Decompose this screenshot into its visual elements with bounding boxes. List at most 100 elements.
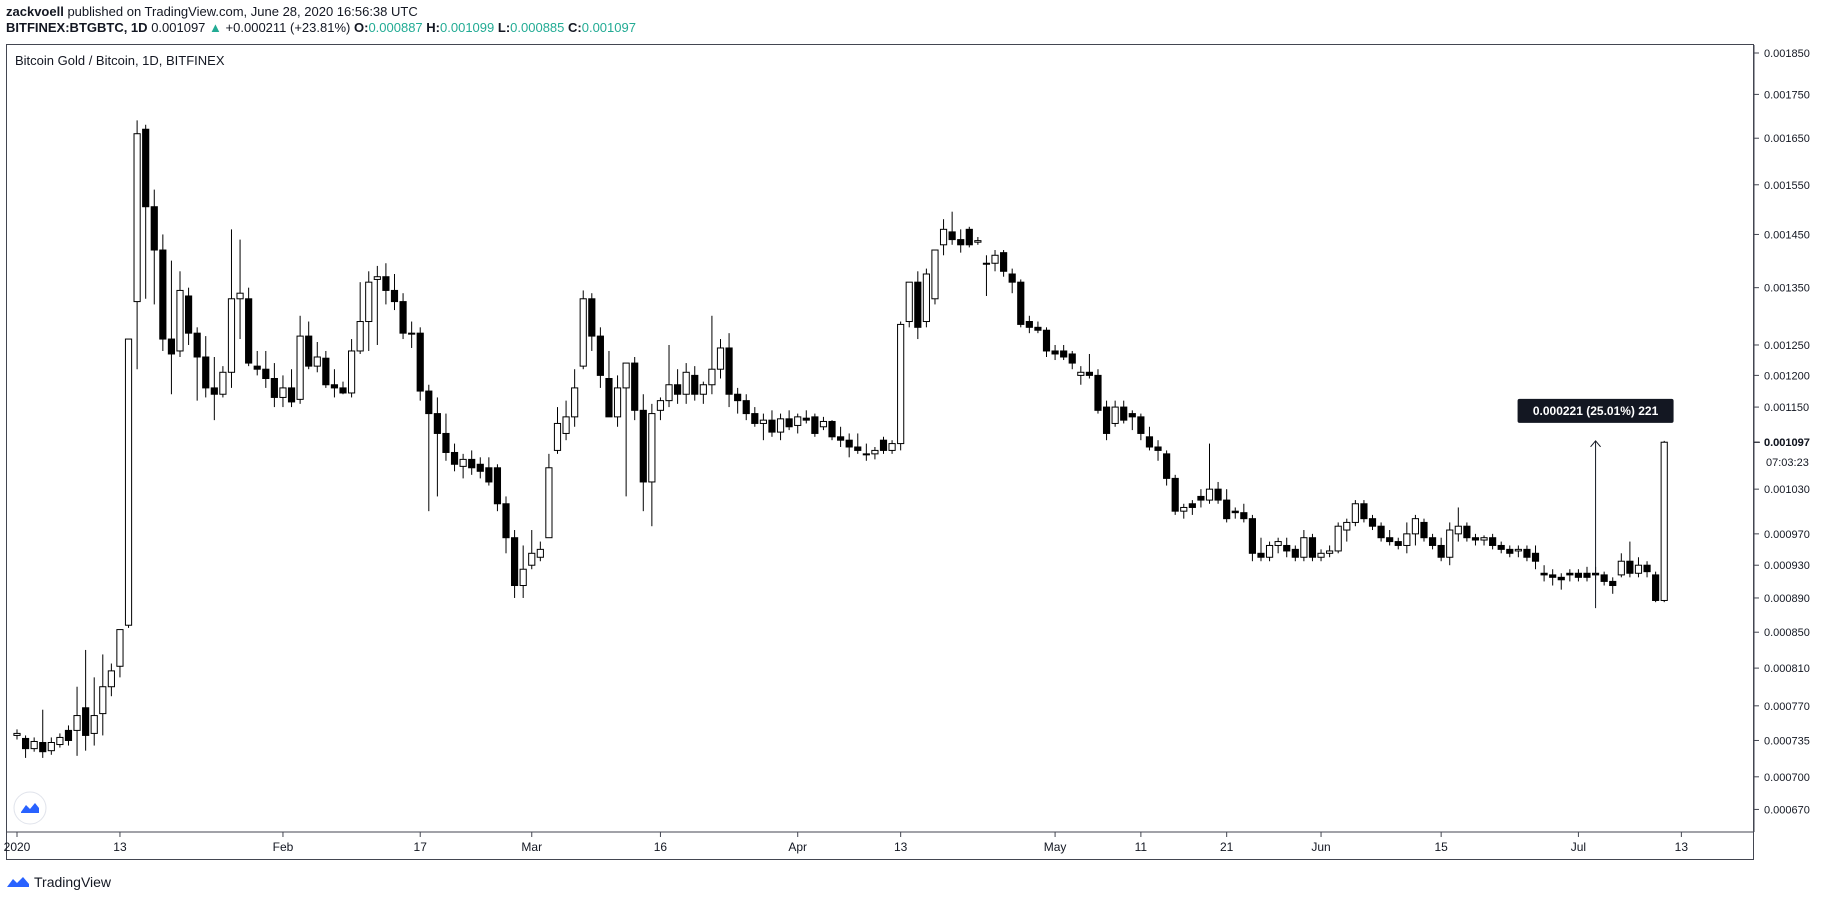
candle[interactable] bbox=[30, 737, 38, 752]
candle[interactable] bbox=[991, 250, 999, 272]
candle[interactable] bbox=[1205, 443, 1214, 504]
candle[interactable] bbox=[133, 120, 141, 370]
candle[interactable] bbox=[1265, 541, 1274, 562]
candle[interactable] bbox=[862, 443, 870, 461]
candle[interactable] bbox=[845, 433, 853, 458]
candle[interactable] bbox=[1051, 344, 1059, 361]
candle[interactable] bbox=[159, 234, 167, 351]
candle[interactable] bbox=[1583, 566, 1591, 582]
candle[interactable] bbox=[142, 124, 150, 299]
candle[interactable] bbox=[1094, 369, 1102, 414]
candle[interactable] bbox=[1454, 507, 1462, 542]
candle[interactable] bbox=[107, 663, 115, 697]
candle[interactable] bbox=[485, 457, 493, 486]
candle[interactable] bbox=[674, 369, 682, 404]
candle[interactable] bbox=[1308, 533, 1317, 562]
candle[interactable] bbox=[682, 363, 690, 404]
candle[interactable] bbox=[1291, 545, 1299, 562]
candle[interactable] bbox=[416, 327, 424, 401]
candle[interactable] bbox=[536, 541, 544, 562]
candle[interactable] bbox=[1497, 541, 1505, 554]
candle[interactable] bbox=[1626, 541, 1634, 578]
candle[interactable] bbox=[1549, 569, 1557, 586]
candle[interactable] bbox=[1660, 440, 1668, 603]
candle[interactable] bbox=[639, 394, 647, 512]
candle[interactable] bbox=[365, 271, 373, 351]
candle[interactable] bbox=[1214, 481, 1222, 504]
candle[interactable] bbox=[502, 496, 510, 554]
candle[interactable] bbox=[1326, 545, 1334, 558]
candle[interactable] bbox=[1085, 353, 1093, 379]
candle[interactable] bbox=[819, 416, 828, 431]
candle[interactable] bbox=[1634, 557, 1643, 578]
candle[interactable] bbox=[90, 677, 98, 746]
candle[interactable] bbox=[47, 737, 55, 755]
candle[interactable] bbox=[116, 629, 124, 678]
candle[interactable] bbox=[1574, 569, 1583, 582]
candle[interactable] bbox=[1531, 545, 1540, 570]
candle[interactable] bbox=[1411, 514, 1419, 546]
candle[interactable] bbox=[1231, 507, 1239, 519]
candle[interactable] bbox=[768, 410, 776, 437]
candle[interactable] bbox=[270, 363, 278, 408]
candle[interactable] bbox=[99, 654, 107, 736]
candle[interactable] bbox=[1343, 518, 1351, 542]
candle[interactable] bbox=[1540, 565, 1548, 582]
candle[interactable] bbox=[716, 339, 725, 379]
candle[interactable] bbox=[794, 413, 802, 434]
candle[interactable] bbox=[1566, 569, 1574, 582]
candle[interactable] bbox=[21, 735, 30, 758]
candle[interactable] bbox=[613, 375, 622, 427]
candle[interactable] bbox=[811, 413, 819, 437]
candle[interactable] bbox=[1489, 533, 1497, 550]
candle[interactable] bbox=[622, 362, 630, 497]
candle[interactable] bbox=[1042, 327, 1051, 357]
candle[interactable] bbox=[305, 321, 313, 370]
candle[interactable] bbox=[64, 725, 73, 746]
candle[interactable] bbox=[1514, 545, 1522, 558]
candle[interactable] bbox=[751, 407, 759, 427]
candle[interactable] bbox=[1154, 440, 1162, 461]
candle[interactable] bbox=[468, 450, 476, 475]
candle[interactable] bbox=[399, 293, 407, 340]
candle[interactable] bbox=[1428, 533, 1437, 550]
candle[interactable] bbox=[459, 453, 467, 479]
candle[interactable] bbox=[1283, 537, 1291, 558]
candle[interactable] bbox=[776, 413, 785, 441]
candle[interactable] bbox=[442, 413, 450, 461]
candle[interactable] bbox=[708, 315, 716, 395]
candle[interactable] bbox=[974, 237, 982, 245]
candle[interactable] bbox=[631, 356, 639, 421]
candle[interactable] bbox=[279, 375, 287, 408]
candle[interactable] bbox=[202, 336, 210, 398]
candle[interactable] bbox=[1403, 522, 1411, 554]
candle[interactable] bbox=[1034, 321, 1042, 334]
candle[interactable] bbox=[1386, 530, 1394, 546]
candle[interactable] bbox=[373, 265, 381, 345]
candle[interactable] bbox=[73, 686, 81, 756]
candle[interactable] bbox=[1446, 522, 1454, 566]
candle[interactable] bbox=[210, 356, 218, 421]
candle[interactable] bbox=[837, 426, 845, 447]
candle[interactable] bbox=[596, 327, 604, 388]
candle[interactable] bbox=[1480, 535, 1488, 546]
candle[interactable] bbox=[1197, 489, 1205, 508]
candle[interactable] bbox=[339, 381, 347, 395]
candle[interactable] bbox=[1077, 366, 1085, 385]
candle[interactable] bbox=[1437, 537, 1445, 562]
candle[interactable] bbox=[330, 369, 339, 398]
candle[interactable] bbox=[322, 350, 330, 388]
candle[interactable] bbox=[1652, 571, 1660, 603]
candle[interactable] bbox=[236, 239, 244, 340]
candle[interactable] bbox=[588, 293, 596, 351]
candle[interactable] bbox=[184, 287, 193, 345]
candle[interactable] bbox=[905, 281, 913, 328]
candle[interactable] bbox=[1120, 400, 1128, 424]
candle[interactable] bbox=[1557, 573, 1565, 590]
candle[interactable] bbox=[931, 249, 939, 305]
candle[interactable] bbox=[348, 339, 356, 398]
candle[interactable] bbox=[1394, 537, 1402, 550]
candle[interactable] bbox=[382, 263, 390, 305]
candle[interactable] bbox=[562, 400, 570, 441]
candle[interactable] bbox=[124, 338, 133, 628]
